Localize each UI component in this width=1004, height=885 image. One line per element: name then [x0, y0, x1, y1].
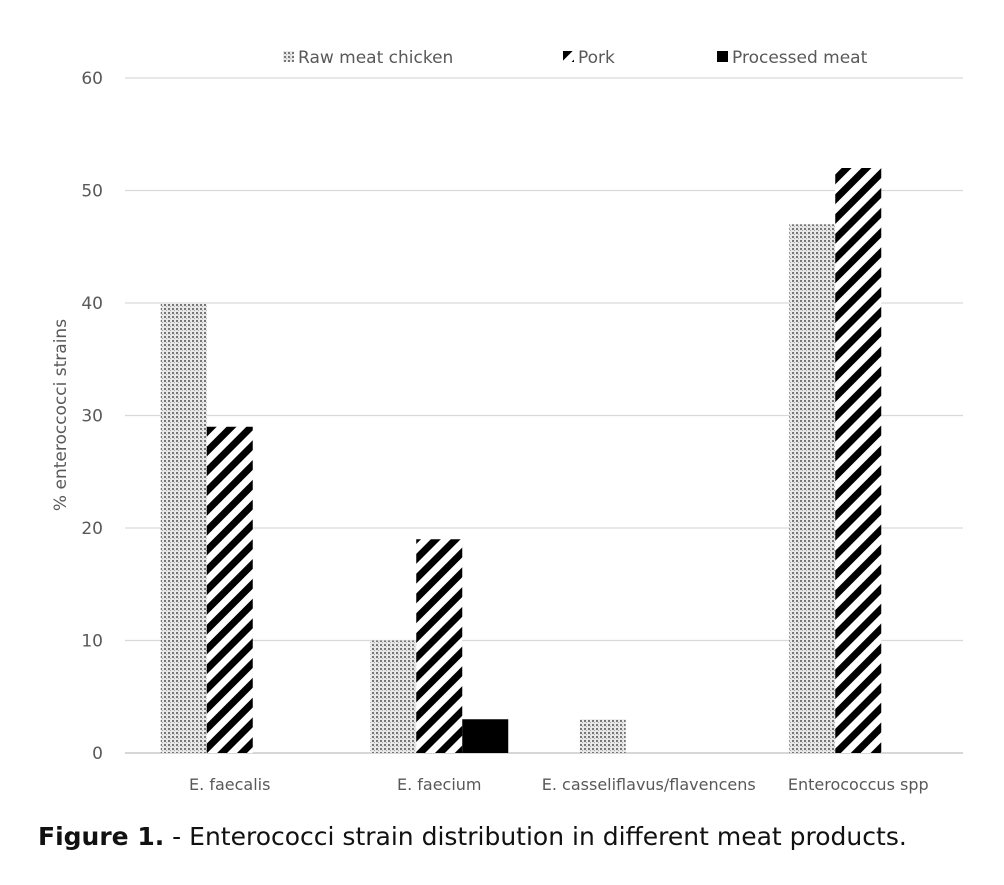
legend-label: Processed meat [732, 48, 868, 68]
bar-chart: 0 10 20 30 40 50 60 E. faecalis E. faecium E. ca… [51, 48, 963, 794]
legend-label: Raw meat chicken [298, 48, 453, 68]
caption-label: Figure 1. [38, 822, 165, 851]
y-tick-label: 50 [81, 182, 103, 202]
y-tick-label: 30 [81, 407, 103, 427]
y-tick-label: 0 [92, 744, 103, 764]
y-tick-label: 10 [81, 632, 103, 652]
x-category-label: E. casseliflavus/flavencens [542, 775, 756, 794]
legend-swatch [563, 51, 574, 62]
bar-solid [462, 719, 509, 753]
y-tick-label: 40 [81, 294, 103, 314]
bar-dots [160, 303, 207, 753]
bar-diagonal-stripes [835, 168, 882, 753]
y-tick-label: 20 [81, 519, 103, 539]
x-category-label: Enterococcus spp [788, 775, 929, 794]
x-category-label: E. faecalis [189, 775, 270, 794]
y-axis-label: % enteroccocci strains [51, 319, 71, 511]
bar-dots [789, 224, 836, 753]
y-tick-label: 60 [81, 69, 103, 89]
legend-swatch [283, 51, 294, 62]
bar-diagonal-stripes [416, 539, 463, 753]
bar-dots [370, 640, 417, 753]
bar-dots [579, 719, 626, 753]
x-category-label: E. faecium [397, 775, 482, 794]
legend-label: Pork [578, 48, 615, 68]
figure-caption: Figure 1. - Enterococci strain distribut… [38, 822, 907, 851]
caption-text: - Enterococci strain distribution in dif… [164, 822, 907, 851]
bar-diagonal-stripes [206, 426, 253, 753]
legend-swatch [717, 51, 728, 62]
